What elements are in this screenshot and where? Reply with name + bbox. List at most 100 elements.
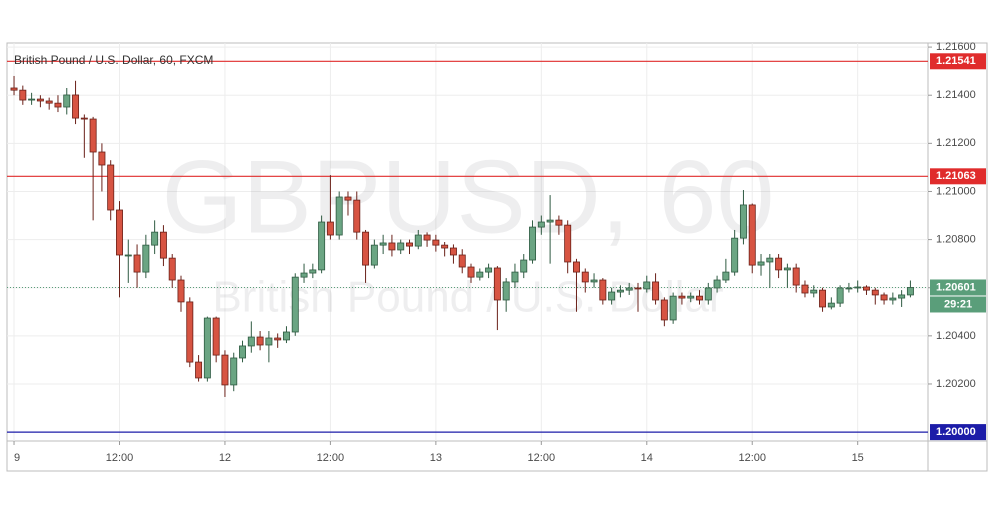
candle-body — [467, 266, 475, 278]
candle-body — [133, 254, 141, 273]
x-tick-label: 9 — [14, 452, 20, 464]
candle-body — [783, 267, 791, 271]
candle-body — [775, 257, 783, 271]
candle-body — [616, 289, 624, 293]
candle-body — [379, 242, 387, 246]
candle-body — [766, 257, 774, 263]
level-label-box — [930, 168, 986, 185]
x-tick-label: 12:00 — [738, 452, 766, 464]
candle-body — [792, 267, 800, 286]
x-tick-label: 12:00 — [317, 452, 345, 464]
y-tick-label: 1.20200 — [936, 378, 976, 390]
level-label: 1.21541 — [936, 55, 976, 67]
candle-body — [696, 295, 703, 301]
y-tick-label: 1.21200 — [936, 137, 976, 149]
last-price-label-box — [930, 279, 986, 296]
candle-body — [10, 87, 18, 91]
candle-body — [300, 272, 308, 278]
last-price-label: 1.20601 — [936, 281, 976, 293]
x-tick-label: 12:00 — [106, 452, 134, 464]
x-tick-label: 14 — [641, 452, 653, 464]
candle-body — [28, 98, 36, 101]
candle-body — [643, 281, 651, 290]
candle-body — [520, 259, 528, 273]
countdown: 29:21 — [944, 298, 972, 310]
candle-body — [634, 287, 642, 290]
candle-body — [282, 331, 290, 341]
candle-body — [203, 317, 211, 379]
candle-body — [810, 289, 818, 294]
candle-body — [537, 221, 545, 228]
candle-body — [704, 287, 712, 301]
candle-body — [906, 287, 914, 296]
candle-body — [89, 118, 97, 153]
candle-body — [326, 221, 334, 236]
candle-body — [116, 209, 123, 256]
candle-body — [309, 269, 317, 274]
candle-body — [739, 204, 747, 239]
candle-body — [230, 357, 238, 386]
x-tick-label: 13 — [430, 452, 442, 464]
countdown-box — [930, 296, 986, 313]
candle-body — [195, 361, 203, 379]
candle-body — [819, 289, 827, 308]
candles — [10, 75, 914, 397]
candle-body — [801, 284, 809, 294]
candle-body — [423, 234, 431, 241]
candle-body — [344, 196, 352, 201]
candle-body — [168, 257, 176, 281]
candle-body — [590, 279, 598, 283]
candle-body — [827, 302, 835, 308]
candle-body — [485, 267, 493, 273]
axis: 1.21600 1.21400 1.21200 1.21000 1.20800 1.206… — [13, 41, 986, 464]
candle-body — [370, 244, 378, 266]
candle-body — [757, 261, 765, 266]
candle-body — [36, 98, 44, 102]
candle-body — [414, 234, 422, 247]
candle-body — [529, 226, 537, 261]
x-tick-label: 15 — [852, 452, 864, 464]
candle-body — [274, 337, 282, 341]
candle-body — [177, 279, 185, 303]
candle-body — [748, 204, 756, 266]
candle-body — [845, 287, 853, 290]
candle-body — [555, 219, 563, 226]
y-tick-label: 1.20800 — [936, 233, 976, 245]
candle-body — [652, 281, 660, 301]
candle-body — [406, 242, 413, 247]
candle-body — [265, 337, 273, 346]
candle-body — [608, 291, 616, 301]
candle-body — [581, 271, 589, 283]
candle-body — [669, 295, 677, 321]
candle-body — [124, 254, 132, 257]
candle-body — [291, 276, 299, 333]
candle-body — [458, 254, 466, 268]
y-tick-label: 1.21000 — [936, 185, 976, 197]
candle-body — [722, 271, 730, 281]
candle-body — [493, 267, 501, 301]
y-tick-label: 1.21600 — [936, 41, 976, 53]
candle-body — [731, 237, 739, 273]
candle-body — [353, 199, 361, 233]
candle-body — [388, 242, 396, 251]
candle-body — [625, 287, 633, 291]
x-tick-label: 12 — [219, 452, 231, 464]
chart-frame — [6, 42, 988, 472]
x-tick-label: 12:00 — [528, 452, 556, 464]
chart-title: British Pound / U.S. Dollar, 60, FXCM — [14, 53, 213, 67]
y-tick-label: 1.20400 — [936, 330, 976, 342]
candle-body — [854, 286, 862, 289]
candle-body — [335, 196, 343, 236]
candle-body — [142, 244, 150, 273]
level-label: 1.20000 — [936, 426, 976, 438]
candle-body — [221, 354, 229, 386]
candle-body — [432, 239, 440, 246]
candle-body — [898, 294, 906, 299]
candle-body — [107, 164, 115, 211]
level-label: 1.21063 — [936, 170, 976, 182]
candle-body — [80, 117, 88, 120]
candle-body — [45, 100, 53, 104]
candle-body — [186, 301, 194, 363]
candle-body — [54, 102, 62, 108]
